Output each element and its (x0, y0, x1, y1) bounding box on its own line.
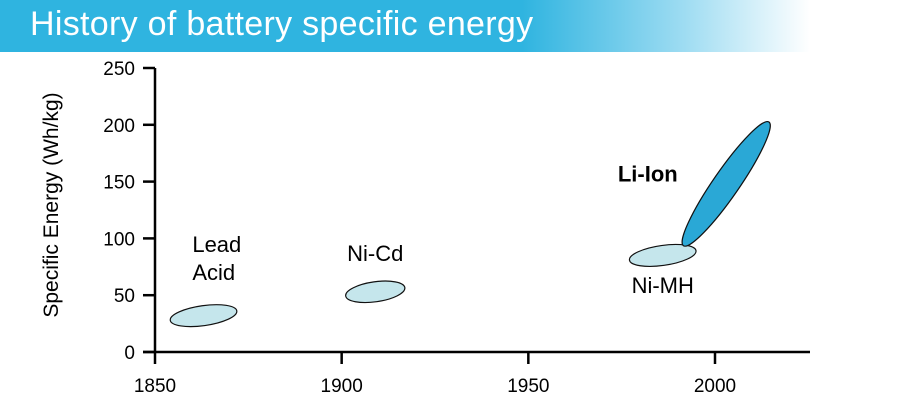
x-tick-label: 1900 (321, 376, 363, 397)
y-tick-label: 150 (103, 173, 135, 194)
y-tick-label: 100 (103, 229, 135, 250)
region-li-ion (681, 120, 771, 247)
title-banner: History of battery specific energy (0, 0, 900, 52)
region-label: Lead Acid (192, 232, 241, 285)
y-tick-label: 250 (103, 59, 135, 80)
x-tick-label: 1850 (134, 376, 176, 397)
y-tick-label: 0 (124, 343, 135, 364)
axes: 0 50 100 150 200 250 1850 1900 1950 2000 (103, 59, 810, 397)
region-lead-acid (169, 304, 238, 328)
region-label: Li-Ion (618, 162, 678, 187)
chart-title: History of battery specific energy (30, 5, 534, 43)
x-tick-label: 1950 (507, 376, 549, 397)
region-ni-mh (628, 243, 697, 267)
region-ni-cd (345, 280, 406, 304)
region-label: Ni-MH (632, 273, 694, 298)
x-tick-label: 2000 (694, 376, 736, 397)
region-label: Ni-Cd (347, 241, 403, 266)
data-regions: Lead Acid Ni-Cd Ni-MH Li-Ion (169, 120, 771, 328)
y-axis-label: Specific Energy (Wh/kg) (40, 92, 63, 317)
y-tick-label: 200 (103, 116, 135, 137)
y-tick-label: 50 (114, 286, 135, 307)
